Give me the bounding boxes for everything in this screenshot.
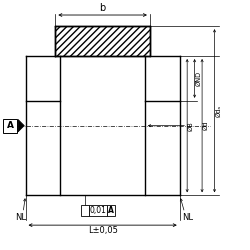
Text: NL: NL (15, 213, 26, 222)
Text: Ød: Ød (203, 121, 209, 130)
Text: 0,01: 0,01 (89, 206, 106, 215)
Bar (106, 204, 114, 216)
Bar (89, 204, 106, 216)
Text: ØB: ØB (188, 121, 194, 130)
Text: b: b (100, 2, 106, 12)
Polygon shape (18, 120, 24, 132)
Bar (55, 26, 150, 56)
Bar (81, 204, 89, 216)
Text: Ødₐ: Ødₐ (215, 105, 221, 117)
Text: ØND: ØND (195, 71, 201, 86)
Text: NL: NL (182, 213, 193, 222)
Text: L±0,05: L±0,05 (88, 226, 118, 235)
Text: A: A (108, 206, 114, 215)
Text: A: A (6, 121, 14, 130)
Bar (3, 119, 17, 132)
